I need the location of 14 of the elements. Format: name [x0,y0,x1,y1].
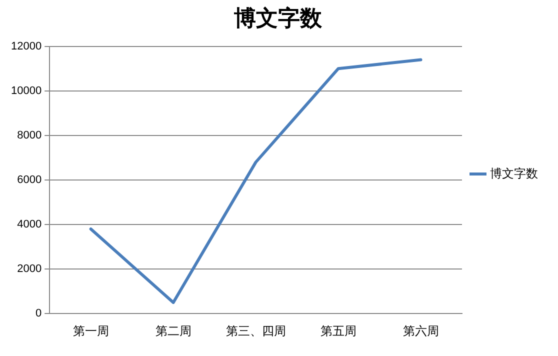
y-tick-label: 0 [35,308,42,320]
x-tick-label: 第二周 [155,324,192,338]
chart-title: 博文字数 [233,5,323,30]
x-tick-label: 第五周 [320,324,356,338]
y-tick-label: 4000 [17,218,42,231]
legend-label: 博文字数 [490,166,538,180]
y-tick-label: 2000 [17,263,42,276]
y-tick-label: 12000 [10,40,42,52]
x-tick-label: 第六周 [402,324,439,338]
x-tick-label: 第一周 [72,324,109,338]
x-tick-label: 第三、四周 [226,324,286,338]
y-tick-label: 10000 [10,84,42,97]
y-tick-label: 8000 [17,130,42,142]
y-tick-label: 6000 [17,174,42,186]
